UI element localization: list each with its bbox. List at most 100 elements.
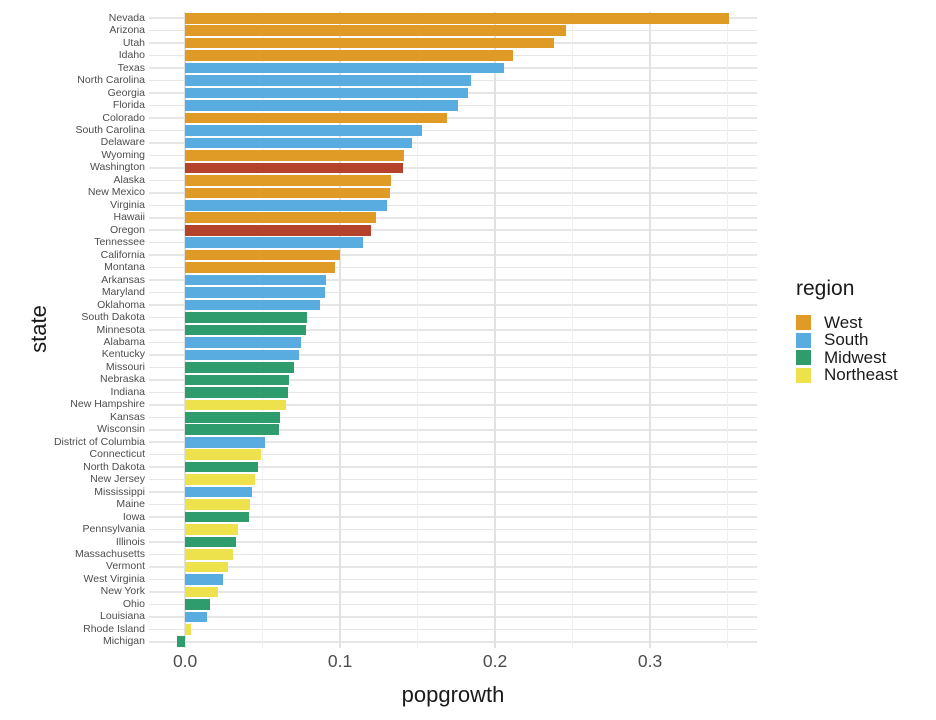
- gridline-row: [149, 404, 757, 406]
- gridline-row: [149, 528, 757, 531]
- y-tick-label: Kansas: [109, 410, 145, 423]
- gridline-row: [149, 341, 757, 344]
- legend-swatch-midwest: [796, 350, 811, 366]
- y-tick-label: Nebraska: [100, 373, 145, 386]
- bar-south-carolina: [185, 125, 423, 136]
- bar-tennessee: [185, 237, 364, 248]
- bar-montana: [185, 262, 335, 273]
- gridline-row: [149, 354, 757, 356]
- y-tick-label: Massachusetts: [74, 547, 145, 560]
- bar-michigan: [176, 636, 186, 648]
- y-tick-label: Montana: [104, 261, 145, 274]
- y-tick-label: Virginia: [110, 198, 145, 211]
- bar-new-york: [185, 586, 218, 598]
- y-tick-label: Utah: [122, 36, 145, 49]
- y-tick-label: Rhode Island: [83, 622, 145, 635]
- y-tick-label: New York: [100, 585, 145, 598]
- legend-label: West: [824, 312, 863, 332]
- gridline-row: [149, 379, 757, 381]
- gridline-major: [494, 12, 496, 648]
- bar-alaska: [185, 175, 392, 186]
- gridline-row: [149, 491, 757, 493]
- gridline-row: [149, 616, 757, 618]
- y-tick-label: District of Columbia: [53, 435, 145, 448]
- bar-new-mexico: [185, 187, 390, 199]
- gridline-minor: [417, 12, 419, 648]
- bar-indiana: [185, 387, 288, 398]
- y-axis-labels: Nevada Arizona Utah Idaho Texas North Carolin…: [0, 12, 145, 648]
- gridline-row: [149, 192, 757, 194]
- bar-georgia: [185, 87, 469, 99]
- y-tick-label: Idaho: [118, 49, 145, 62]
- bar-missouri: [185, 362, 294, 373]
- gridline-row: [149, 117, 757, 119]
- bar-maine: [185, 499, 250, 510]
- gridline-row: [149, 304, 757, 306]
- gridline-row: [149, 453, 757, 456]
- y-tick-label: South Carolina: [75, 123, 145, 136]
- bar-west-virginia: [185, 574, 224, 585]
- bar-arkansas: [185, 274, 327, 286]
- gridline-row: [149, 429, 757, 431]
- legend-label: South: [824, 330, 869, 350]
- bar-florida: [185, 100, 459, 111]
- legend: region West South Midwest Northeast: [790, 277, 898, 384]
- legend-label: Northeast: [824, 365, 898, 385]
- y-tick-label: Delaware: [100, 136, 145, 149]
- bar-utah: [185, 37, 554, 49]
- y-tick-label: Louisiana: [100, 610, 145, 623]
- gridline-row: [149, 154, 757, 157]
- y-tick-label: Florida: [112, 99, 145, 112]
- y-tick-label: North Carolina: [77, 74, 145, 87]
- bar-new-jersey: [185, 474, 255, 485]
- gridline-row: [149, 167, 757, 169]
- gridline-row: [149, 229, 757, 231]
- gridline-row: [149, 279, 757, 281]
- bar-mississippi: [185, 486, 252, 498]
- bar-massachusetts: [185, 549, 234, 560]
- y-tick-label: Wisconsin: [97, 423, 145, 436]
- bar-north-dakota: [185, 461, 259, 473]
- gridline-major: [649, 12, 651, 648]
- bar-delaware: [185, 137, 412, 149]
- legend-label: Midwest: [824, 347, 887, 367]
- x-tick-label: 0.1: [327, 651, 353, 671]
- bar-district-of-columbia: [185, 436, 266, 448]
- x-axis-title: popgrowth: [401, 682, 505, 707]
- bar-nebraska: [185, 374, 290, 386]
- y-tick-label: Illinois: [115, 535, 145, 548]
- y-tick-label: Iowa: [122, 510, 145, 523]
- y-tick-label: Georgia: [107, 86, 145, 99]
- bar-oregon: [185, 224, 372, 236]
- y-tick-label: Oklahoma: [97, 298, 145, 311]
- bar-ohio: [185, 599, 210, 610]
- gridline-major: [339, 12, 341, 648]
- y-tick-label: Maryland: [101, 286, 145, 299]
- legend-item-northeast: Northeast: [790, 365, 898, 385]
- y-tick-label: Connecticut: [89, 448, 145, 461]
- gridline-row: [149, 466, 757, 468]
- bar-north-carolina: [185, 75, 472, 86]
- gridline-row: [149, 266, 757, 269]
- y-tick-label: California: [100, 248, 145, 261]
- gridline-row: [149, 566, 757, 568]
- gridline-row: [149, 391, 757, 394]
- x-tick-label: 0.2: [482, 651, 508, 671]
- legend-title: region: [796, 277, 855, 300]
- bar-idaho: [185, 50, 513, 61]
- bar-pennsylvania: [185, 524, 239, 535]
- bar-illinois: [185, 536, 237, 548]
- y-tick-label: Nevada: [108, 11, 145, 24]
- x-tick-label: 0.0: [172, 651, 198, 671]
- bar-vermont: [185, 561, 229, 573]
- gridline-row: [149, 603, 757, 606]
- plot-panel: [149, 12, 757, 648]
- gridline-row: [149, 217, 757, 219]
- y-tick-label: Michigan: [102, 635, 145, 648]
- legend-swatch-south: [796, 332, 811, 348]
- y-tick-label: Indiana: [110, 385, 145, 398]
- gridline-row: [149, 541, 757, 543]
- bar-virginia: [185, 199, 388, 211]
- gridline-row: [149, 129, 757, 132]
- gridline-row: [149, 516, 757, 518]
